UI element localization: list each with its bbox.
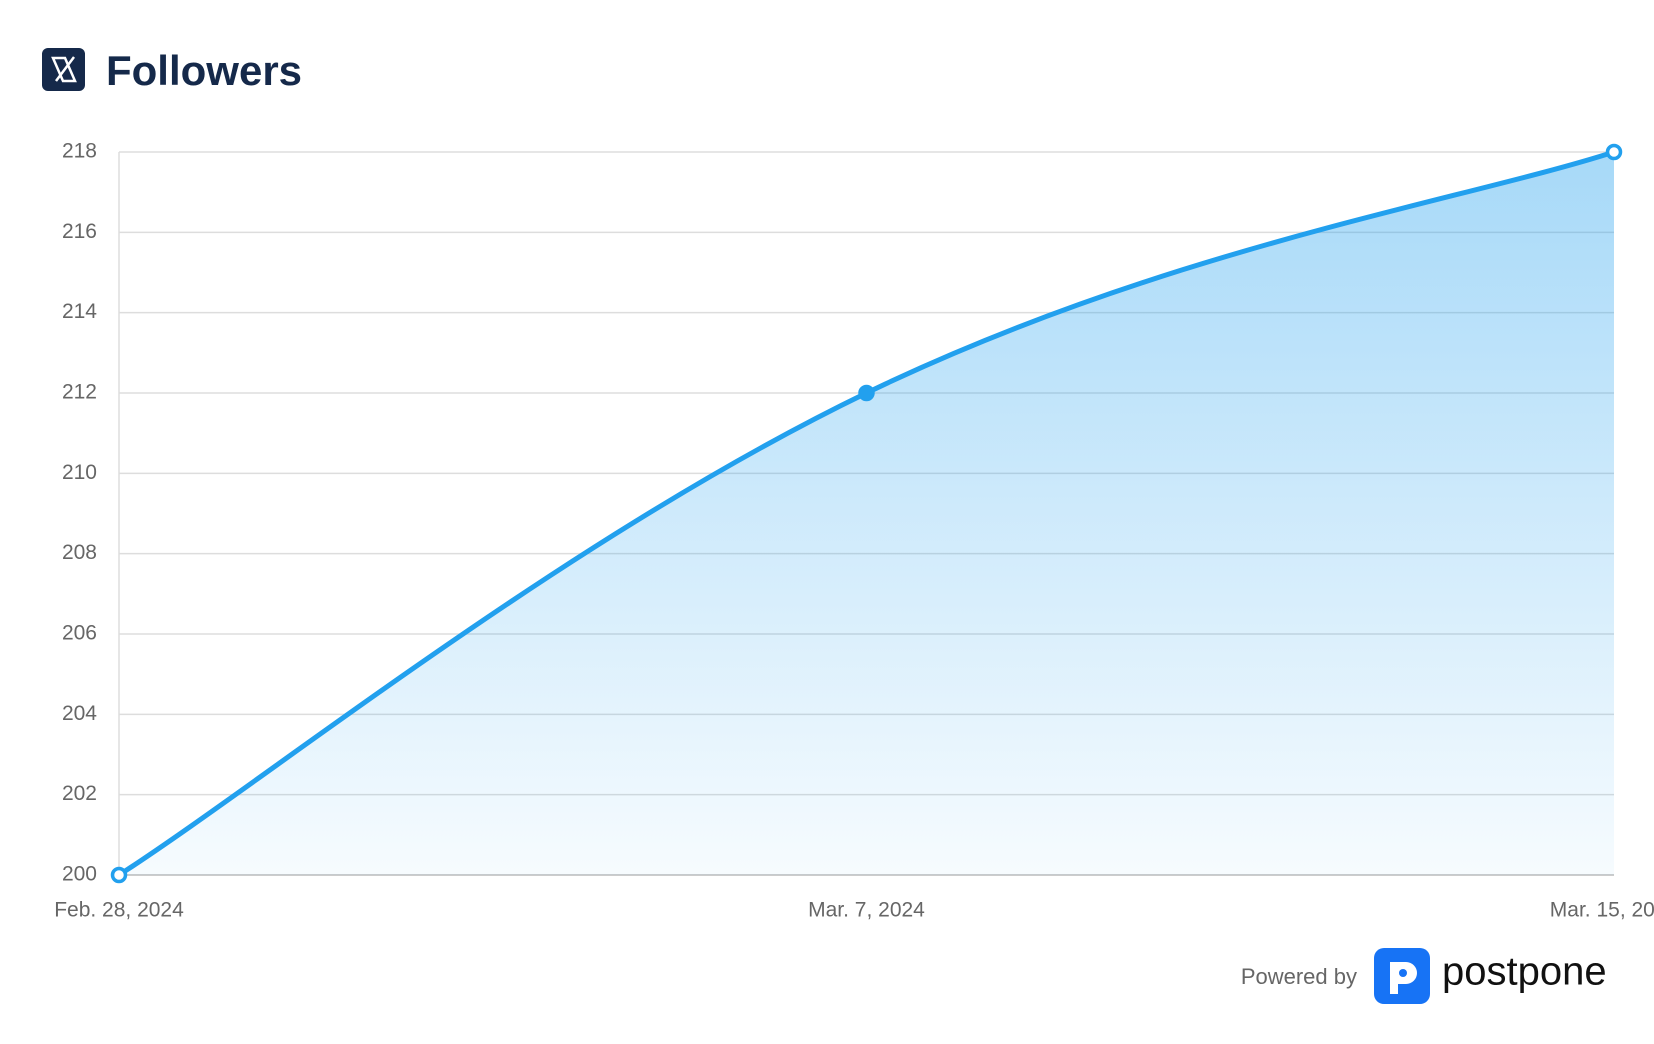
x-tick-label: Mar. 15, 2024 (1550, 899, 1654, 922)
y-tick-label: 206 (62, 622, 97, 645)
y-tick-label: 200 (62, 863, 97, 886)
y-tick-label: 204 (62, 702, 97, 725)
y-tick-label: 210 (62, 461, 97, 484)
point (858, 384, 875, 402)
powered-by: Powered by (1241, 964, 1357, 989)
y-tick-label: 214 (62, 300, 97, 323)
y-tick-label: 202 (62, 782, 97, 805)
y-tick-label: 212 (62, 381, 97, 404)
plot: 200 202 204 206 208 210 212 214 216 218 Feb. 28, 2… (54, 140, 1654, 922)
chart-title: Followers (106, 47, 302, 94)
brand-name: postpone (1442, 950, 1607, 994)
x-tick-label: Mar. 7, 2024 (808, 899, 925, 922)
x-tick-label: Feb. 28, 2024 (54, 899, 184, 922)
area-fill (119, 152, 1614, 875)
y-tick-label: 208 (62, 541, 97, 564)
x-logo (42, 48, 85, 91)
brand-logo (1374, 948, 1430, 1004)
y-tick-label: 218 (62, 140, 97, 163)
point (1605, 143, 1623, 161)
point (110, 866, 128, 884)
y-tick-label: 216 (62, 220, 97, 243)
